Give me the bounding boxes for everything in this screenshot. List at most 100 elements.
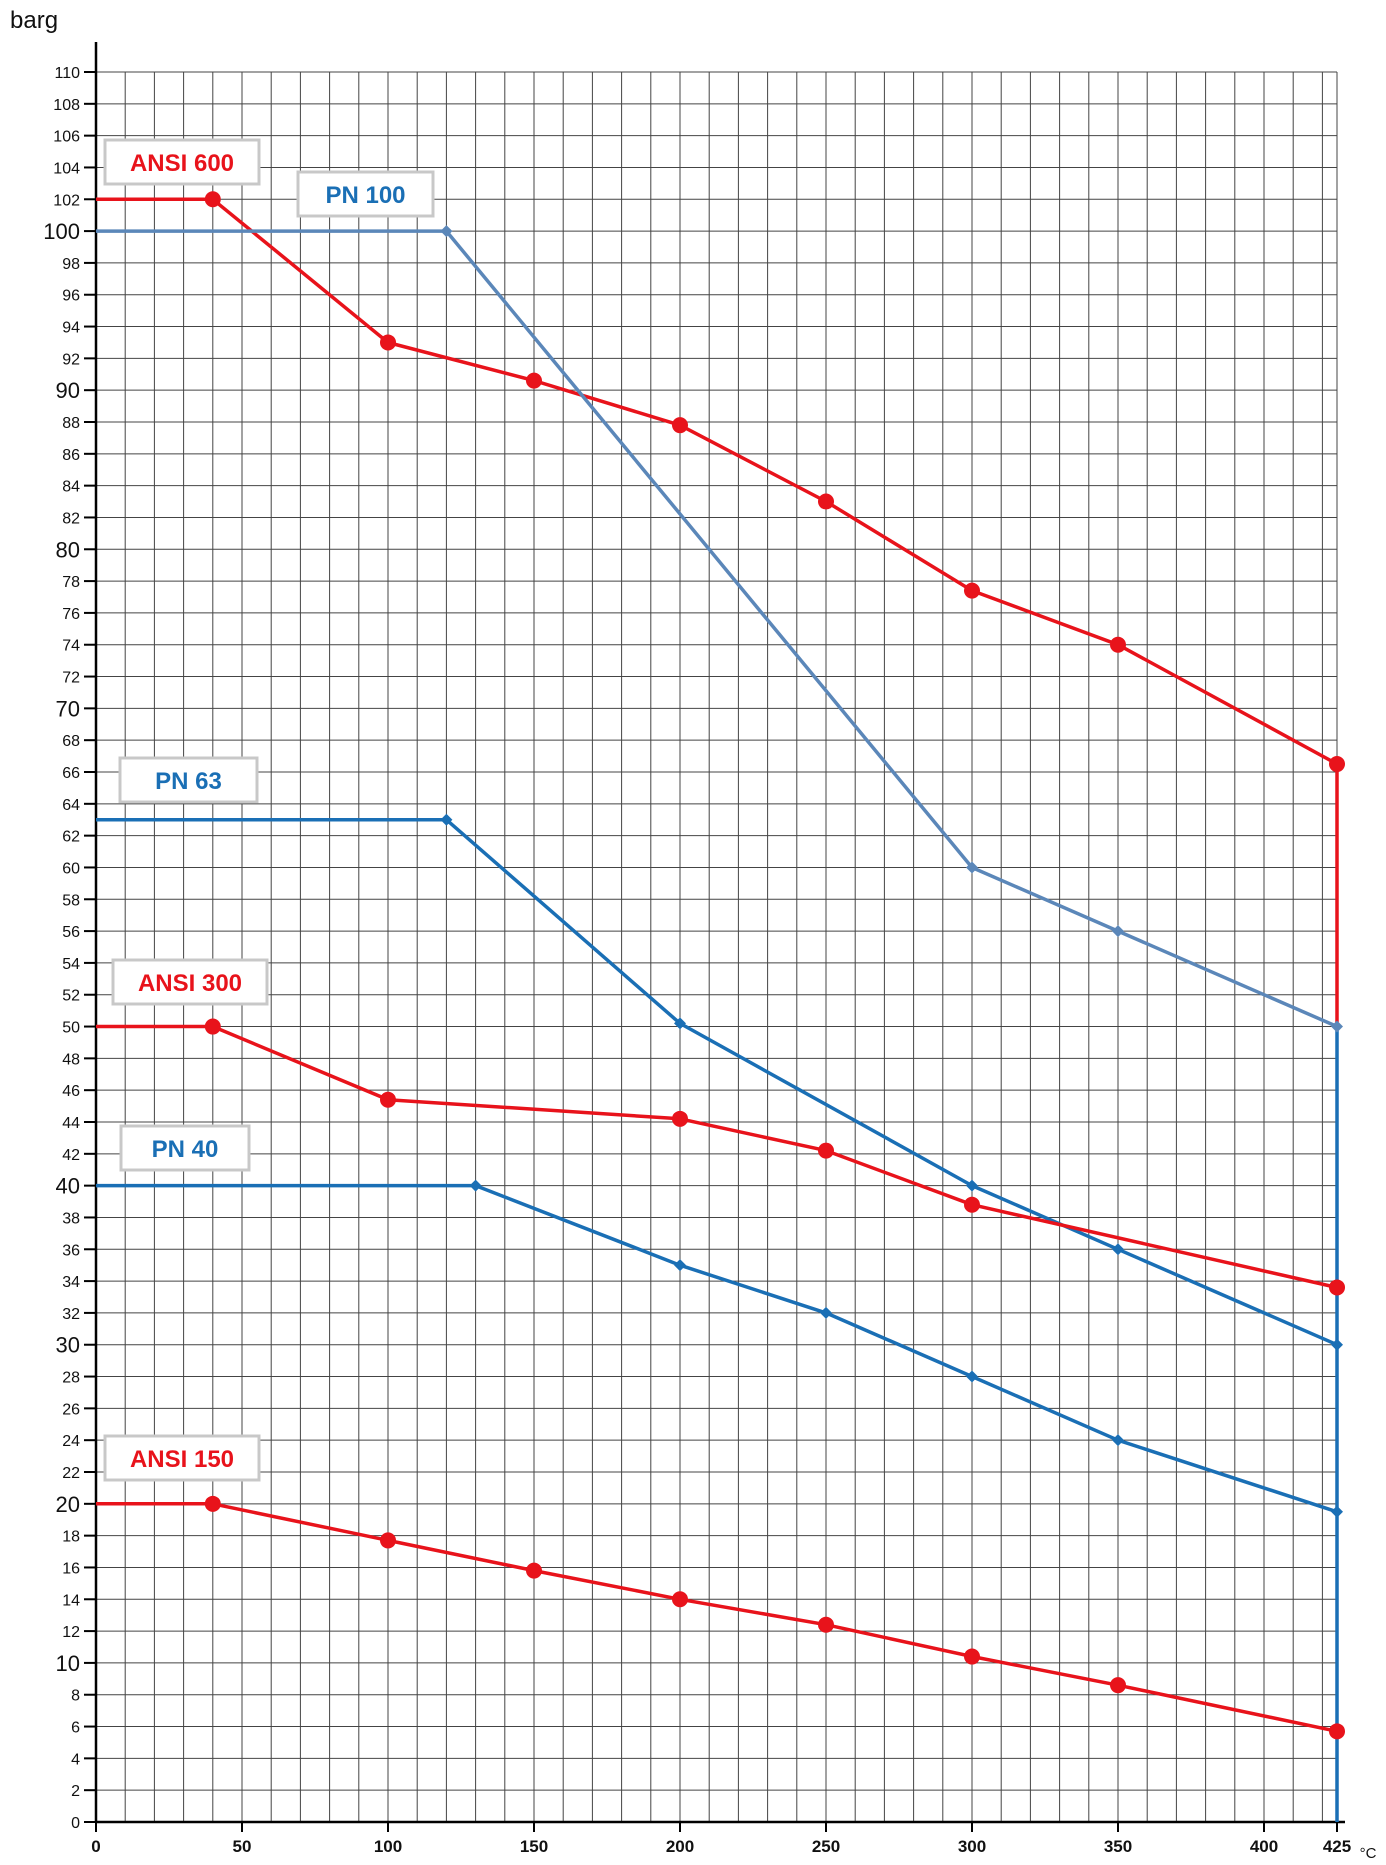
data-point [966, 1370, 978, 1383]
label-box-frame [103, 138, 261, 186]
data-point [1112, 1434, 1124, 1447]
data-point [1329, 756, 1345, 773]
y-tick-label: 100 [43, 219, 80, 244]
y-tick-label: 56 [62, 924, 80, 941]
data-point [1331, 1505, 1343, 1518]
data-point [1329, 1723, 1345, 1740]
y-tick-label: 62 [62, 829, 80, 846]
y-tick-label: 28 [62, 1370, 80, 1387]
x-axis-ticks: 0 50 100 150 200 250 300 350 400 425 [91, 1822, 1351, 1856]
series-pn-40 [96, 1179, 1343, 1518]
y-tick-label: 0 [71, 1815, 80, 1832]
y-tick-label: 76 [62, 606, 80, 623]
series-label: PN 40 [152, 1136, 219, 1163]
chart-grid [94, 42, 1345, 1824]
data-point [818, 1142, 834, 1159]
series-label-box: PN 40 [119, 1124, 251, 1172]
y-tick-label: 12 [62, 1624, 80, 1641]
x-tick-label: 150 [520, 1837, 548, 1856]
label-box-frame [119, 1124, 251, 1172]
x-tick-label: 250 [812, 1837, 840, 1856]
data-point [964, 1648, 980, 1665]
data-point [380, 1532, 396, 1549]
x-tick-label: 0 [91, 1837, 100, 1856]
y-tick-label: 110 [54, 65, 80, 82]
y-tick-label: 50 [62, 1020, 80, 1037]
y-tick-label: 80 [56, 537, 80, 562]
data-point [1110, 1677, 1126, 1694]
label-box-frame [103, 1434, 261, 1482]
y-tick-label: 44 [62, 1115, 80, 1132]
x-axis-unit: °C [1360, 1845, 1377, 1862]
y-tick-label: 48 [62, 1051, 80, 1068]
series-line [96, 1024, 1338, 1290]
data-point [380, 1091, 396, 1108]
data-point [964, 1196, 980, 1213]
series-pn-63 [96, 813, 1343, 1351]
y-tick-label: 2 [71, 1783, 80, 1800]
y-tick-label: 90 [56, 378, 80, 403]
data-point [1110, 636, 1126, 653]
label-box-frame [118, 756, 259, 804]
y-tick-label: 54 [62, 956, 80, 973]
label-box-frame [111, 958, 269, 1006]
y-tick-label: 14 [62, 1592, 80, 1609]
series-label: PN 100 [325, 182, 405, 209]
chart-series [96, 191, 1345, 1822]
data-point [820, 1306, 832, 1319]
y-tick-label: 88 [62, 415, 80, 432]
series-label-box: PN 63 [118, 756, 259, 804]
data-point [964, 582, 980, 599]
data-point [204, 1018, 221, 1035]
data-point [440, 813, 453, 826]
y-tick-label: 68 [62, 733, 80, 750]
data-point [672, 1591, 688, 1608]
series-label: ANSI 600 [130, 150, 234, 177]
y-tick-label: 8 [71, 1688, 80, 1705]
data-point [1329, 1279, 1345, 1296]
y-tick-label: 84 [62, 479, 80, 496]
y-tick-label: 72 [62, 670, 80, 687]
y-tick-label: 58 [62, 892, 80, 909]
y-tick-label: 42 [62, 1147, 80, 1164]
series-label-box: PN 100 [296, 170, 435, 218]
y-tick-label: 104 [53, 160, 80, 177]
y-tick-label: 64 [62, 797, 80, 814]
series-label-box: ANSI 150 [103, 1434, 261, 1482]
y-axis-label: barg [10, 7, 58, 34]
y-tick-label: 74 [62, 638, 80, 655]
y-tick-label: 34 [62, 1274, 80, 1291]
y-tick-label: 40 [56, 1174, 80, 1199]
series-line [96, 817, 1338, 1347]
data-point [1112, 1243, 1124, 1256]
y-tick-label: 6 [71, 1720, 80, 1737]
data-point [1331, 1338, 1343, 1351]
y-tick-label: 96 [62, 288, 80, 305]
data-point [204, 1495, 221, 1512]
y-tick-label: 86 [62, 447, 80, 464]
series-label: ANSI 150 [130, 1446, 234, 1473]
y-tick-label: 108 [53, 97, 80, 114]
y-tick-label: 70 [56, 696, 80, 721]
y-axis-ticks: 0246810121416182022242628303234363840424… [43, 65, 96, 1832]
series-ansi-300 [96, 1018, 1345, 1296]
y-tick-label: 60 [62, 860, 80, 877]
data-point [672, 1110, 688, 1127]
y-tick-label: 30 [56, 1333, 80, 1358]
data-point [204, 191, 221, 208]
y-tick-label: 4 [71, 1751, 80, 1768]
y-tick-label: 78 [62, 574, 80, 591]
data-point [818, 1616, 834, 1633]
series-line [96, 229, 1338, 1029]
y-tick-label: 92 [62, 351, 80, 368]
data-point [966, 861, 978, 874]
y-tick-label: 32 [62, 1306, 80, 1323]
label-box-frame [296, 170, 435, 218]
series-label: PN 63 [155, 768, 222, 795]
series-ansi-150 [96, 1495, 1345, 1740]
series-pn-100 [96, 225, 1343, 1033]
data-point [440, 225, 453, 238]
series-line [96, 197, 1338, 766]
series-labels: ANSI 600 PN 100 PN 63 ANSI 300 PN 40 ANSI 150 [103, 138, 435, 1482]
y-tick-label: 24 [62, 1433, 80, 1450]
